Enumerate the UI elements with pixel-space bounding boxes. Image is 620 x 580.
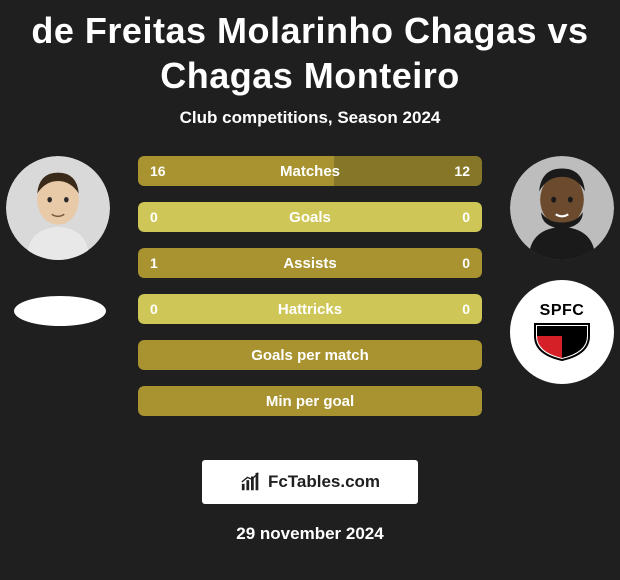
avatar-eye-right: [568, 197, 573, 203]
stat-value-right: 0: [462, 248, 470, 278]
brand-text: FcTables.com: [268, 472, 380, 492]
avatar-eye-left: [551, 197, 556, 203]
stat-row: Hattricks0 0: [138, 294, 482, 324]
stat-bars: Matches1612Goals00Assists10Hattricks00Go…: [138, 156, 482, 432]
avatar-eye-right: [64, 197, 69, 202]
stat-value-left: 16: [150, 156, 166, 186]
club-right-badge: SPFC: [510, 280, 614, 384]
stat-label: Hattricks: [138, 294, 482, 324]
page-title: de Freitas Molarinho Chagas vs Chagas Mo…: [0, 0, 620, 98]
brand-badge[interactable]: FcTables.com: [202, 460, 418, 504]
footer-date: 29 november 2024: [0, 524, 620, 544]
stat-row: Matches16 12: [138, 156, 482, 186]
club-right-label: SPFC: [540, 302, 585, 320]
stat-value-left: 0: [150, 294, 158, 324]
stat-label: Goals per match: [138, 340, 482, 370]
stat-label: Min per goal: [138, 386, 482, 416]
club-left-badge: [14, 296, 106, 326]
subtitle: Club competitions, Season 2024: [0, 108, 620, 128]
stat-value-left: 1: [150, 248, 158, 278]
club-right-shield-icon: [533, 322, 591, 362]
stat-label: Assists: [138, 248, 482, 278]
stat-value-left: 0: [150, 202, 158, 232]
stats-area: SPFC Matches1612Goals00Assists10Hattrick…: [0, 156, 620, 456]
player-right-avatar: [510, 156, 614, 260]
chart-icon: [240, 471, 262, 493]
stat-row: Min per goal: [138, 386, 482, 416]
player-left-avatar: [6, 156, 110, 260]
stat-value-right: 0: [462, 294, 470, 324]
stat-row: Goals per match: [138, 340, 482, 370]
stat-value-right: 12: [454, 156, 470, 186]
stat-row: Goals0 0: [138, 202, 482, 232]
stat-label: Goals: [138, 202, 482, 232]
stat-row: Assists1 0: [138, 248, 482, 278]
stat-value-right: 0: [462, 202, 470, 232]
avatar-eye-left: [47, 197, 52, 202]
stat-label: Matches: [138, 156, 482, 186]
